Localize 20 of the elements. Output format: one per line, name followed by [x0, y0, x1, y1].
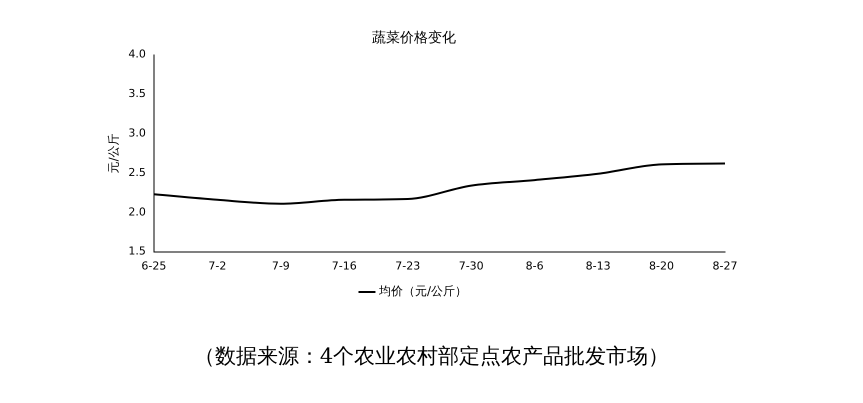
- y-tick-label: 1.5: [128, 244, 146, 258]
- x-tick-label: 7-2: [208, 259, 226, 272]
- legend-label: 均价（元/公斤）: [378, 284, 468, 298]
- text: （数据来源：4个农业农村部定点农产品批发市场）: [192, 343, 670, 370]
- x-tick-label: 8-13: [586, 259, 611, 272]
- x-tick-label: 7-16: [332, 259, 357, 272]
- x-tick-label: 7-23: [395, 259, 420, 272]
- x-tick-label: 8-27: [712, 259, 738, 272]
- y-tick-label: 2.0: [128, 205, 146, 218]
- x-tick-label: 7-30: [458, 259, 484, 272]
- y-tick-label: 3.0: [128, 126, 146, 140]
- y-tick-label: 3.5: [128, 87, 146, 100]
- x-tick-label: 8-20: [649, 259, 674, 272]
- chart-title: 蔬菜价格变化: [372, 30, 456, 46]
- x-tick-label: 6-25: [141, 259, 166, 272]
- x-tick-label: 8-6: [526, 259, 544, 272]
- y-axis-title: 元/公斤: [106, 133, 120, 174]
- x-tick-label: 7-9: [272, 259, 290, 272]
- y-tick-label: 4.0: [128, 48, 146, 61]
- y-tick-label: 2.5: [128, 166, 146, 179]
